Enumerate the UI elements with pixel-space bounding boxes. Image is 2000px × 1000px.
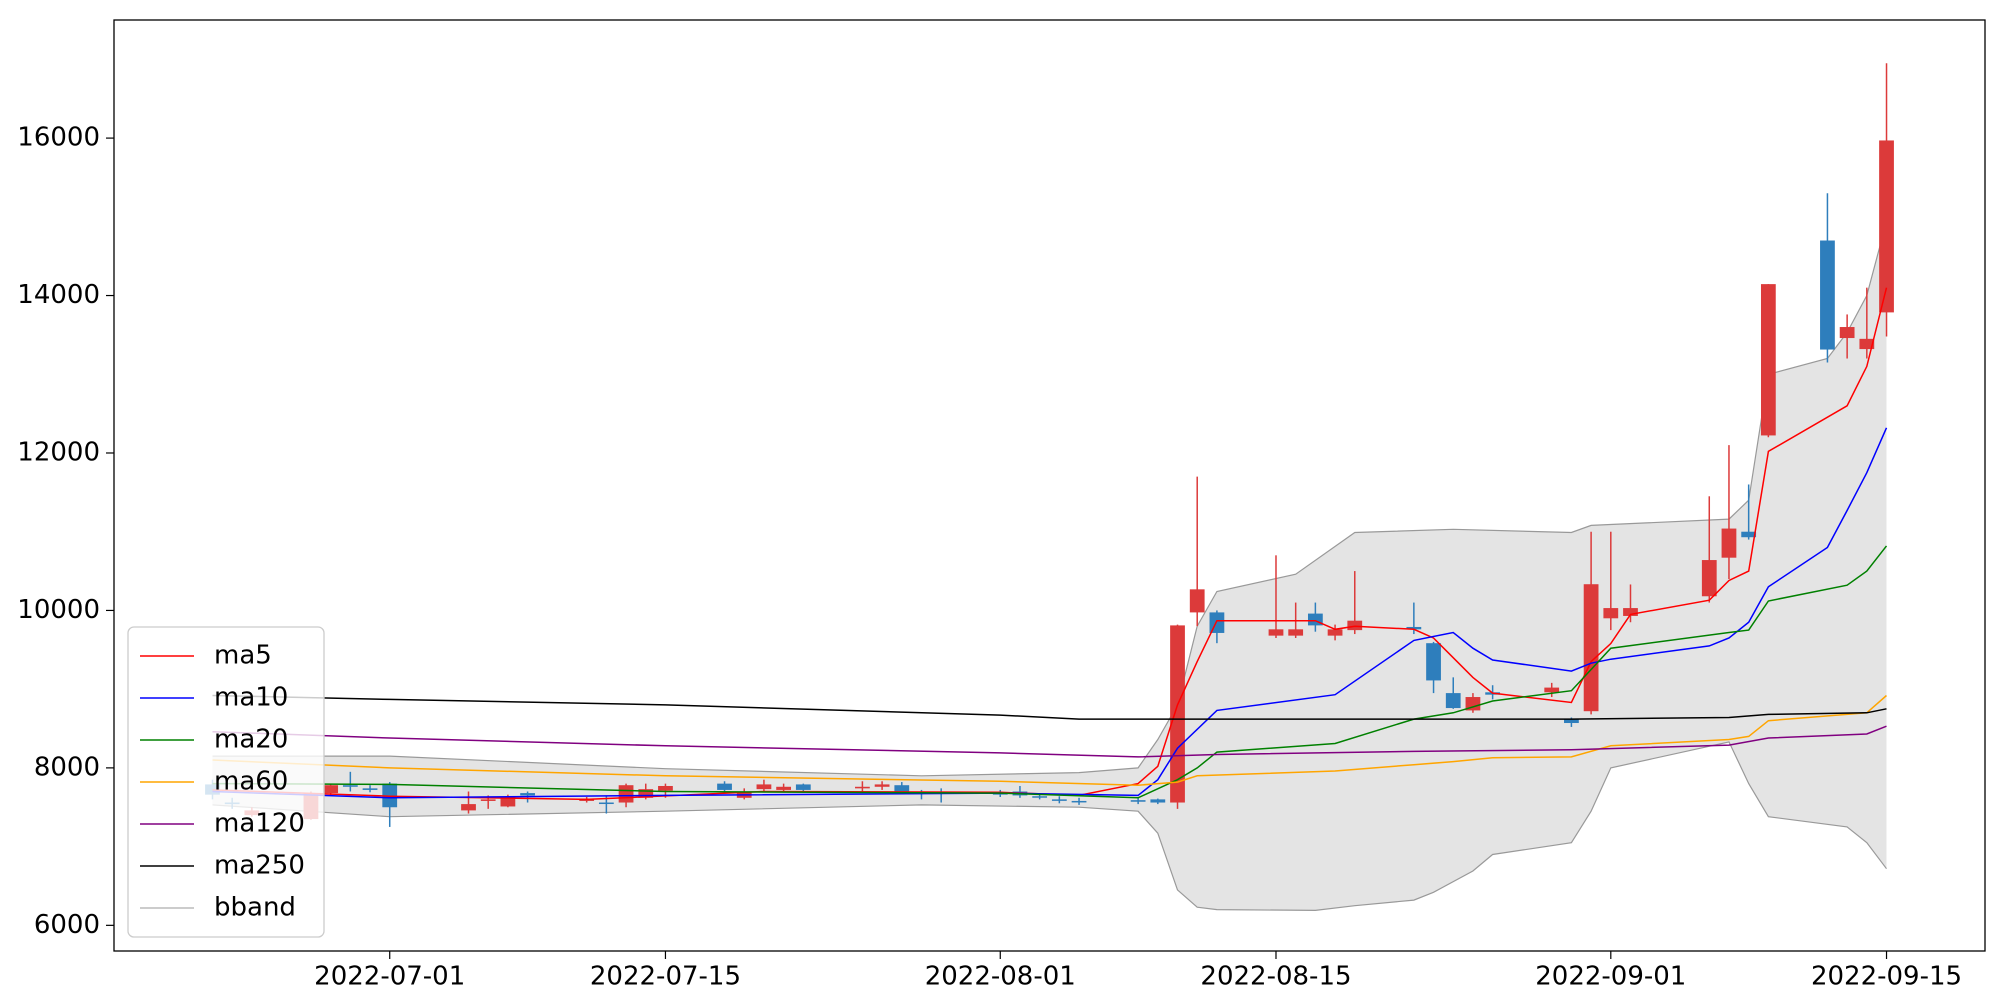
- candle-body: [1839, 327, 1855, 339]
- candle-body: [1760, 284, 1776, 436]
- candle-body: [382, 783, 398, 808]
- x-tick-label: 2022-08-01: [925, 962, 1076, 992]
- candle-body: [717, 783, 732, 790]
- candle-body: [520, 793, 535, 796]
- ma-line: [212, 427, 1888, 799]
- plot-area: [205, 63, 1894, 912]
- candle-body: [638, 789, 654, 798]
- candle-body: [1445, 693, 1461, 709]
- candle-body: [1879, 140, 1894, 313]
- x-tick-label: 2022-07-01: [314, 962, 465, 992]
- candle-body: [1406, 626, 1422, 630]
- candle-body: [1623, 608, 1638, 616]
- legend-label: ma60: [214, 767, 288, 797]
- candle-body: [461, 804, 476, 811]
- candle-body: [855, 786, 870, 789]
- candle-body: [1859, 338, 1875, 350]
- candle-body: [1051, 799, 1067, 801]
- candle-body: [874, 784, 890, 787]
- bband-area: [212, 221, 1887, 911]
- bband-upper: [212, 221, 1888, 777]
- y-tick-label: 8000: [34, 752, 100, 782]
- candle-body: [1268, 629, 1284, 636]
- candle-body: [776, 786, 792, 790]
- candle-body: [1189, 589, 1205, 613]
- y-tick-label: 10000: [17, 595, 100, 625]
- legend-label: ma10: [214, 683, 288, 713]
- candle-body: [1741, 531, 1757, 538]
- x-tick-label: 2022-09-15: [1811, 962, 1962, 992]
- legend: ma5 ma10 ma20 ma60 ma120 ma250 bband: [127, 626, 325, 938]
- ma-line: [212, 694, 1887, 720]
- candle-body: [1544, 687, 1560, 693]
- candle-body: [618, 785, 634, 803]
- legend-label: ma120: [214, 809, 305, 839]
- candle-body: [1721, 528, 1737, 558]
- ma-line: [212, 545, 1888, 799]
- candle-body: [658, 785, 673, 791]
- candle-body: [1465, 697, 1481, 711]
- candle-body: [1426, 643, 1441, 681]
- y-tick-label: 6000: [34, 910, 100, 940]
- candle-body: [362, 788, 378, 790]
- candle-body: [1307, 613, 1323, 626]
- legend-box: [127, 626, 325, 938]
- candle-body: [1150, 799, 1166, 803]
- x-tick-label: 2022-07-15: [590, 962, 741, 992]
- bband-lower: [212, 741, 1887, 912]
- candle-body: [1347, 620, 1363, 631]
- x-tick-label: 2022-09-01: [1535, 962, 1686, 992]
- y-tick-label: 16000: [17, 123, 100, 153]
- candle-body: [342, 785, 358, 787]
- ma-line: [212, 694, 1887, 786]
- ma-line: [212, 725, 1887, 758]
- legend-label: bband: [214, 893, 296, 923]
- candle-body: [598, 802, 614, 805]
- candle-body: [1701, 560, 1717, 597]
- candle-body: [1327, 629, 1343, 636]
- candle-body: [480, 799, 496, 801]
- candle-body: [1032, 796, 1048, 798]
- legend-label: ma20: [214, 725, 288, 755]
- candle-body: [323, 785, 339, 794]
- legend-label: ma250: [214, 851, 305, 881]
- candle-body: [756, 784, 772, 790]
- candle-body: [992, 793, 1008, 795]
- legend-label: ma5: [214, 641, 272, 671]
- y-tick-label: 12000: [17, 437, 100, 467]
- candle-body: [795, 784, 811, 790]
- candle-body: [1130, 800, 1146, 802]
- candle-body: [894, 785, 910, 793]
- candle-body: [1603, 608, 1619, 619]
- candle-body: [1564, 719, 1579, 724]
- x-tick-label: 2022-08-15: [1200, 962, 1351, 992]
- candle-body: [1170, 625, 1185, 803]
- candle-body: [500, 797, 516, 807]
- plot-frame: [113, 19, 1986, 952]
- candle-body: [1820, 240, 1835, 350]
- candle-body: [1071, 800, 1087, 803]
- candle-body: [1288, 629, 1304, 636]
- y-tick-label: 14000: [17, 280, 100, 310]
- candle-body: [1583, 584, 1599, 712]
